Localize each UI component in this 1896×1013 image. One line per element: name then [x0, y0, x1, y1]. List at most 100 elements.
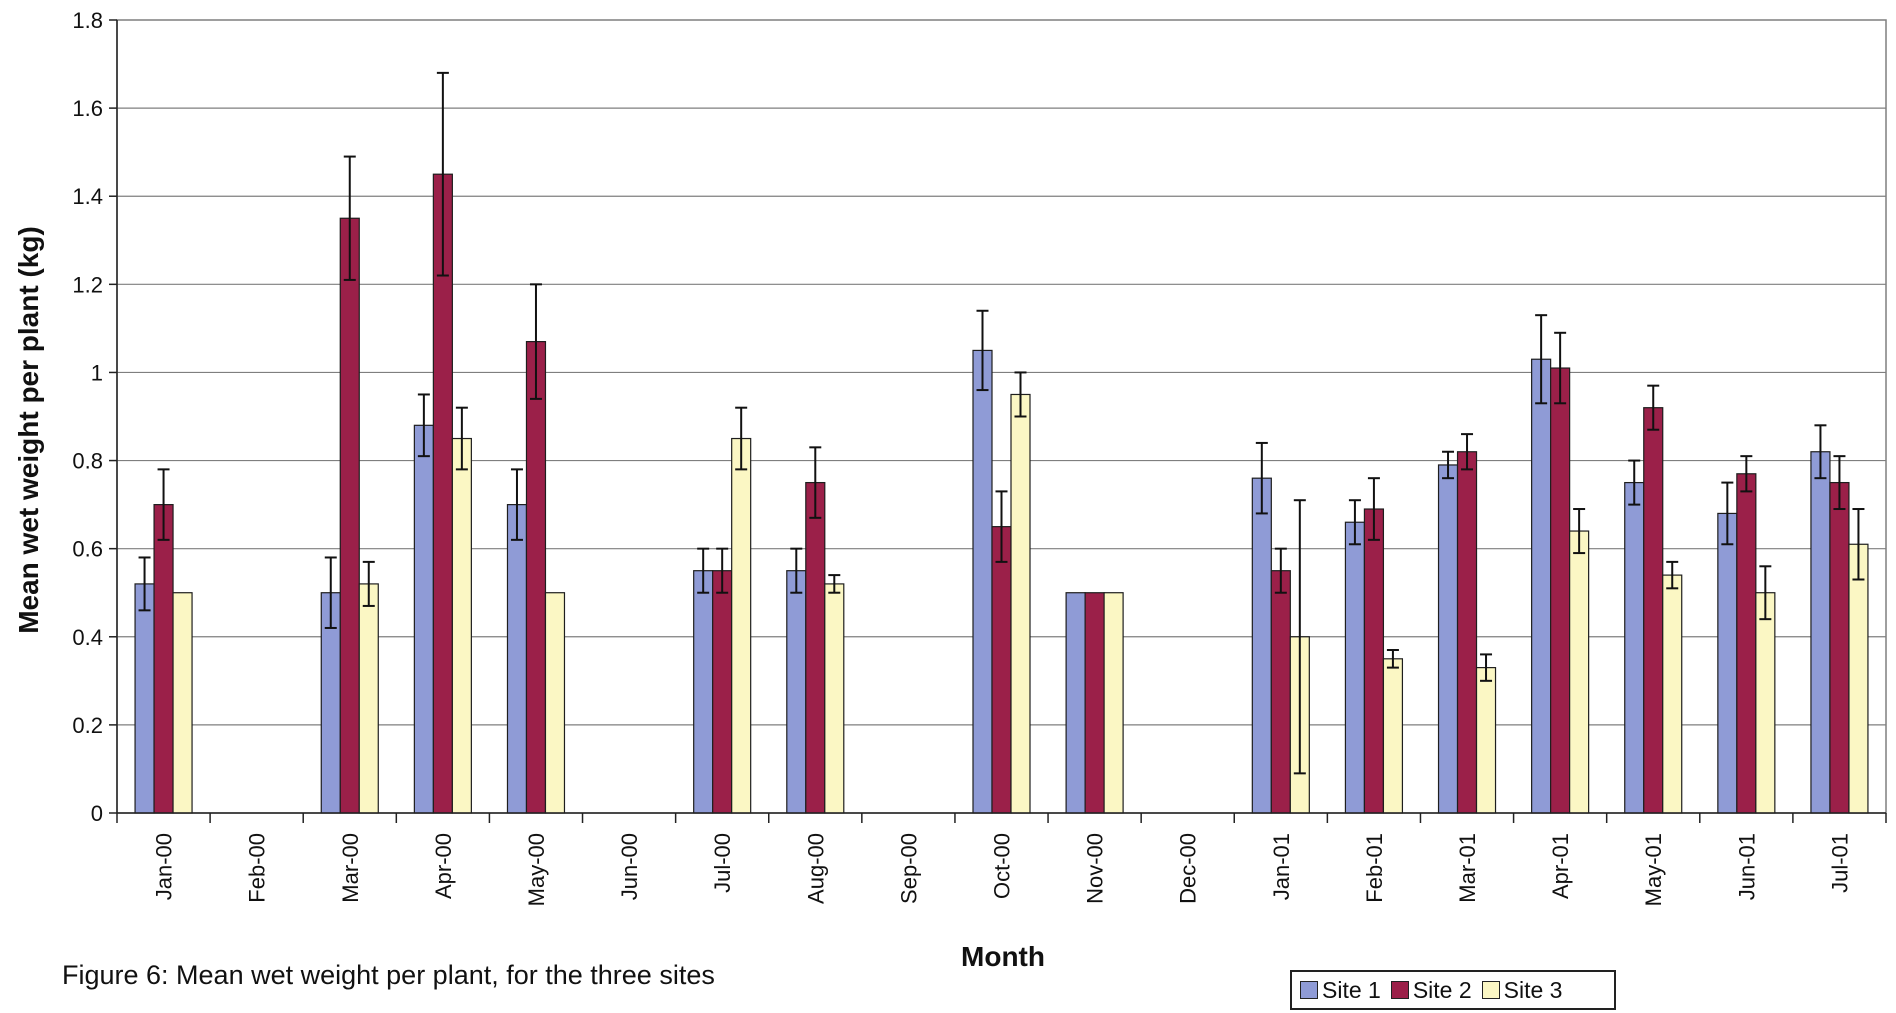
bar-site-3-may-00 [544, 592, 566, 814]
x-tick-label-jan-00: Jan-00 [152, 833, 177, 900]
bar-site-2-may-01 [1643, 407, 1664, 814]
error-bar-site-3-apr-00 [455, 406, 468, 471]
error-bar-site-2-oct-00 [995, 490, 1008, 563]
error-bar-site-2-apr-01 [1554, 331, 1567, 405]
bar-site-3-apr-01 [1569, 530, 1590, 814]
error-bar-site-3-mar-01 [1480, 653, 1493, 682]
x-tick-label-jan-01: Jan-01 [1269, 833, 1294, 900]
x-tick-label-apr-00: Apr-00 [431, 833, 456, 899]
error-bar-site-3-feb-01 [1386, 648, 1399, 669]
bar-site-3-jan-00 [172, 592, 193, 814]
error-bar-site-1-mar-00 [324, 556, 337, 629]
error-bar-site-2-may-01 [1647, 384, 1660, 431]
error-bar-site-2-jul-01 [1833, 455, 1846, 511]
bar-site-2-nov-00 [1084, 592, 1105, 814]
error-bar-site-1-apr-01 [1535, 314, 1548, 405]
legend-swatch-site-2 [1390, 981, 1409, 999]
bar-site-3-feb-01 [1382, 658, 1404, 814]
bar-site-2-may-00 [525, 341, 547, 814]
x-tick-label-may-01: May-01 [1641, 833, 1666, 906]
bar-site-2-feb-01 [1363, 508, 1385, 814]
bar-site-1-jun-01 [1717, 512, 1738, 814]
legend-swatch-site-1 [1300, 981, 1318, 999]
legend-swatch-site-3 [1481, 981, 1500, 999]
error-bar-site-1-aug-00 [790, 547, 803, 594]
bar-site-3-jun-01 [1755, 592, 1776, 814]
bar-site-1-jan-00 [134, 583, 155, 814]
x-tick-label-jul-00: Jul-00 [710, 833, 735, 893]
error-bar-site-1-jan-00 [138, 556, 151, 612]
error-bars [138, 71, 1865, 775]
error-bar-site-3-jul-01 [1852, 508, 1865, 581]
error-bar-site-1-jun-01 [1721, 481, 1734, 546]
bars [134, 173, 1869, 814]
x-tick-label-jul-01: Jul-01 [1827, 833, 1852, 893]
y-tick-label-0-4: 0.4 [72, 625, 103, 650]
bar-site-3-nov-00 [1103, 592, 1124, 814]
y-tick-label-1-8: 1.8 [72, 8, 103, 33]
figure-caption: Figure 6: Mean wet weight per plant, for… [62, 960, 715, 990]
y-tick-label-0-6: 0.6 [72, 537, 103, 562]
y-tick-label-0-2: 0.2 [72, 713, 103, 738]
x-axis-ticks: Jan-00 Feb-00 Mar-00 Apr-00 May-00 Jun-00 Jul-… [116, 812, 1887, 906]
bar-site-1-feb-01 [1344, 521, 1366, 814]
bar-site-2-jan-01 [1270, 570, 1291, 814]
bar-site-3-jul-01 [1848, 543, 1869, 814]
error-bar-site-1-oct-00 [976, 309, 989, 392]
x-tick-label-may-00: May-00 [524, 833, 549, 906]
bar-site-2-aug-00 [805, 481, 826, 814]
x-tick-label-mar-00: Mar-00 [338, 833, 363, 903]
bar-site-2-mar-00 [339, 217, 360, 814]
bar-site-1-may-01 [1624, 481, 1645, 814]
legend-item-site-1: Site 1 [1300, 977, 1381, 1004]
error-bar-site-2-feb-01 [1367, 477, 1380, 541]
bar-site-2-apr-01 [1550, 367, 1571, 814]
bar-site-2-jul-01 [1829, 481, 1850, 814]
bar-site-1-mar-01 [1437, 464, 1459, 814]
x-tick-label-feb-01: Feb-01 [1362, 833, 1387, 903]
bar-site-3-oct-00 [1010, 393, 1031, 814]
error-bar-site-2-apr-00 [436, 71, 449, 277]
x-tick-label-apr-01: Apr-01 [1548, 833, 1573, 899]
error-bar-site-1-may-01 [1628, 459, 1641, 506]
y-tick-label-1: 1 [91, 360, 103, 385]
x-tick-label-oct-00: Oct-00 [990, 833, 1015, 899]
error-bar-site-1-jan-01 [1255, 441, 1268, 515]
x-tick-label-mar-01: Mar-01 [1455, 833, 1480, 903]
bar-site-1-apr-00 [413, 424, 434, 814]
error-bar-site-2-jul-00 [716, 547, 729, 594]
error-bar-site-3-jul-00 [735, 406, 748, 471]
error-bar-site-3-apr-01 [1573, 508, 1586, 555]
x-tick-label-aug-00: Aug-00 [803, 833, 828, 904]
error-bar-site-2-may-00 [529, 283, 542, 400]
bar-site-2-oct-00 [991, 526, 1012, 814]
y-tick-label-0-8: 0.8 [72, 449, 103, 474]
error-bar-site-2-jan-00 [157, 468, 170, 541]
bar-site-3-apr-00 [451, 437, 472, 814]
x-tick-label-nov-00: Nov-00 [1083, 833, 1108, 904]
x-tick-label-sep-00: Sep-00 [896, 833, 921, 904]
error-bar-site-2-jan-01 [1274, 547, 1287, 594]
error-bar-site-2-aug-00 [809, 446, 822, 519]
legend-label-site-3: Site 3 [1503, 976, 1563, 1003]
error-bar-site-3-jan-01 [1293, 499, 1306, 775]
legend-label-site-2: Site 2 [1412, 976, 1472, 1003]
y-axis-ticks: 0 0.2 0.4 0.6 0.8 1 1.2 1.4 1.6 1.8 [72, 8, 118, 826]
bar-site-1-jul-01 [1810, 451, 1831, 814]
bar-site-3-mar-01 [1475, 667, 1497, 814]
x-tick-label-feb-00: Feb-00 [245, 833, 270, 903]
error-bar-site-3-jun-01 [1759, 565, 1772, 621]
error-bar-site-1-may-00 [510, 468, 523, 541]
bar-site-2-mar-01 [1456, 451, 1478, 814]
bar-site-3-aug-00 [824, 583, 845, 814]
error-bar-site-1-jul-01 [1814, 424, 1827, 480]
error-bar-site-3-oct-00 [1014, 371, 1027, 418]
bar-site-2-jun-01 [1736, 473, 1757, 814]
bar-site-3-may-01 [1662, 574, 1683, 814]
bar-site-1-jul-00 [693, 570, 714, 814]
legend-item-site-3: Site 3 [1481, 976, 1563, 1004]
legend-label-site-1: Site 1 [1322, 976, 1381, 1003]
bar-site-1-jan-01 [1251, 477, 1272, 814]
y-axis-title: Mean wet weight per plant (kg) [13, 226, 44, 634]
